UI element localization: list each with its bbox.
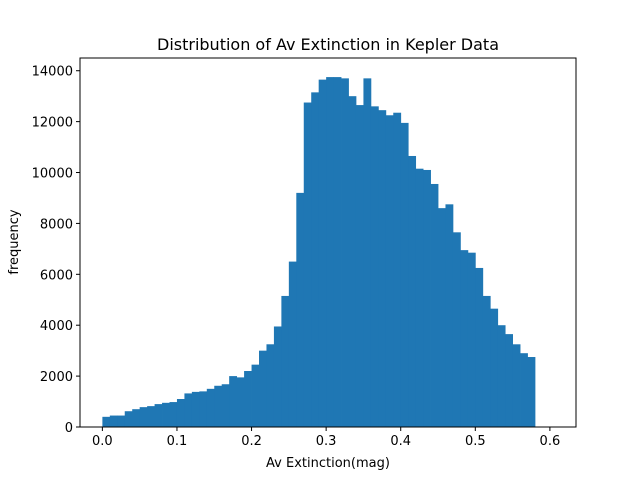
histogram-bar bbox=[244, 371, 252, 427]
x-tick-label: 0.5 bbox=[465, 434, 486, 449]
histogram-bar bbox=[266, 344, 275, 427]
histogram-bar bbox=[169, 402, 178, 427]
x-tick-label: 0.3 bbox=[316, 434, 337, 449]
histogram-bar bbox=[236, 377, 245, 427]
histogram-bar bbox=[430, 183, 439, 427]
histogram-bar bbox=[102, 416, 111, 427]
histogram-bar bbox=[378, 110, 387, 428]
y-tick-label: 10000 bbox=[32, 167, 73, 182]
x-axis-label: Av Extinction(mag) bbox=[266, 456, 390, 471]
histogram-bar bbox=[176, 399, 185, 427]
histogram-bar bbox=[393, 112, 402, 428]
histogram-bar bbox=[229, 376, 238, 427]
histogram-bar bbox=[281, 295, 290, 427]
histogram-bar bbox=[527, 357, 536, 427]
histogram-bar bbox=[520, 353, 528, 427]
y-tick-label: 8000 bbox=[40, 217, 73, 232]
histogram-bar bbox=[296, 192, 305, 427]
histogram-bar bbox=[415, 168, 424, 427]
chart-title: Distribution of Av Extinction in Kepler … bbox=[157, 35, 499, 54]
y-tick-label: 0 bbox=[65, 421, 73, 436]
histogram-bar bbox=[482, 295, 491, 427]
histogram-bar bbox=[467, 252, 476, 427]
histogram-bar bbox=[251, 364, 260, 427]
histogram-bar bbox=[355, 105, 364, 427]
x-tick-label: 0.1 bbox=[167, 434, 188, 449]
histogram-bar bbox=[259, 350, 267, 427]
histogram-bar bbox=[221, 384, 230, 427]
histogram-bar bbox=[199, 391, 208, 427]
histogram-bar bbox=[124, 411, 133, 427]
histogram-bar bbox=[311, 92, 320, 428]
histogram-bar bbox=[423, 169, 431, 427]
histogram-bar bbox=[333, 77, 342, 427]
x-tick-label: 0.0 bbox=[92, 434, 113, 449]
histogram-bar bbox=[348, 96, 357, 428]
histogram-bar bbox=[214, 385, 223, 427]
y-axis-ticks: 0 2000 4000 6000 8000 10000 12000 14000 bbox=[32, 65, 80, 436]
histogram-bar bbox=[475, 267, 484, 427]
histogram-bar bbox=[341, 78, 349, 428]
y-tick-label: 14000 bbox=[32, 65, 73, 80]
histogram-bar bbox=[460, 250, 469, 427]
histogram-bar bbox=[326, 77, 334, 427]
histogram-bar bbox=[154, 404, 163, 427]
histogram-bars bbox=[102, 77, 536, 428]
histogram-bar bbox=[438, 208, 446, 427]
histogram-bar bbox=[363, 78, 372, 428]
y-axis-label: frequency bbox=[7, 209, 22, 275]
histogram-bar bbox=[318, 79, 327, 427]
y-tick-label: 4000 bbox=[40, 319, 73, 334]
histogram-bar bbox=[303, 102, 312, 427]
histogram-bar bbox=[206, 388, 215, 427]
histogram-bar bbox=[490, 308, 499, 427]
histogram-bar bbox=[132, 409, 141, 427]
x-tick-label: 0.2 bbox=[241, 434, 262, 449]
x-tick-label: 0.4 bbox=[390, 434, 411, 449]
histogram-bar bbox=[370, 106, 379, 427]
histogram-bar bbox=[452, 232, 461, 427]
histogram-bar bbox=[162, 402, 170, 427]
histogram-bar bbox=[385, 115, 394, 427]
histogram-bar bbox=[497, 325, 506, 427]
histogram-bar bbox=[109, 415, 118, 427]
x-tick-label: 0.6 bbox=[540, 434, 561, 449]
histogram-bar bbox=[445, 204, 454, 427]
histogram-bar bbox=[273, 326, 282, 427]
histogram-bar bbox=[147, 406, 155, 427]
y-tick-label: 2000 bbox=[40, 370, 73, 385]
histogram-bar bbox=[139, 407, 148, 427]
histogram-bar bbox=[184, 393, 193, 427]
axes-frame bbox=[79, 57, 577, 428]
histogram-bar bbox=[117, 415, 126, 427]
histogram-bar bbox=[408, 155, 417, 428]
x-axis-ticks: 0.0 0.1 0.2 0.3 0.4 0.5 0.6 bbox=[92, 427, 560, 449]
y-tick-label: 6000 bbox=[40, 268, 73, 283]
histogram-bar bbox=[191, 391, 200, 427]
histogram-bar bbox=[400, 122, 409, 427]
histogram-bar bbox=[505, 334, 513, 427]
histogram-bar bbox=[288, 261, 297, 427]
histogram-bar bbox=[512, 344, 521, 427]
y-tick-label: 12000 bbox=[32, 116, 73, 131]
